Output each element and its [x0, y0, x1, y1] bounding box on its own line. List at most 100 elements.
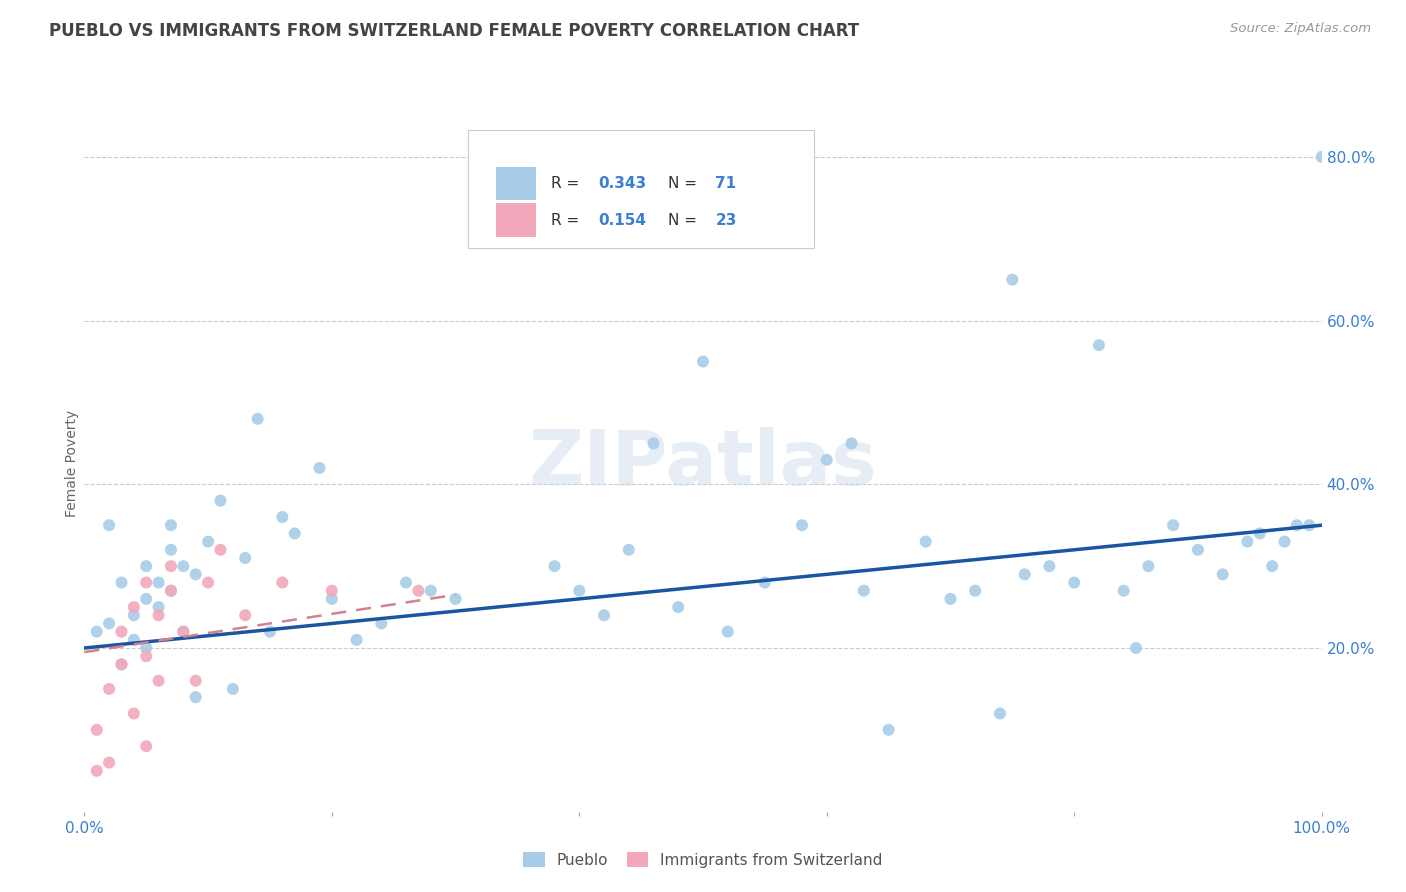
Point [184, 567, 207, 582]
Point [666, 600, 689, 615]
Point [184, 673, 207, 688]
Point [1298, 518, 1320, 533]
Point [148, 600, 170, 615]
Point [395, 575, 418, 590]
Point [271, 575, 294, 590]
Point [939, 591, 962, 606]
Point [98, 756, 121, 770]
Text: 71: 71 [716, 176, 737, 191]
Text: ZIPatlas: ZIPatlas [529, 427, 877, 500]
Text: R =: R = [551, 212, 583, 227]
Point [122, 632, 145, 647]
Point [815, 452, 838, 467]
Point [160, 542, 183, 557]
Point [160, 518, 183, 533]
Point [148, 608, 170, 623]
Point [209, 493, 232, 508]
Point [86, 624, 108, 639]
Point [209, 542, 232, 557]
Point [1014, 567, 1036, 582]
Point [110, 575, 132, 590]
Point [172, 624, 194, 639]
Point [1161, 518, 1184, 533]
Text: 23: 23 [716, 212, 737, 227]
Point [98, 616, 121, 631]
Point [852, 583, 875, 598]
Point [110, 657, 132, 672]
Text: 0.154: 0.154 [598, 212, 645, 227]
Point [148, 673, 170, 688]
Point [122, 608, 145, 623]
Point [754, 575, 776, 590]
Point [692, 354, 714, 368]
Point [568, 583, 591, 598]
Point [1063, 575, 1085, 590]
Point [86, 723, 108, 737]
Point [1285, 518, 1308, 533]
Point [1261, 559, 1284, 574]
Text: R =: R = [551, 176, 583, 191]
Point [877, 723, 900, 737]
Point [271, 510, 294, 524]
Point [1038, 559, 1060, 574]
Point [284, 526, 307, 541]
Point [86, 764, 108, 778]
FancyBboxPatch shape [496, 167, 536, 200]
Point [172, 559, 194, 574]
Point [1236, 534, 1258, 549]
Point [122, 706, 145, 721]
Point [593, 608, 616, 623]
FancyBboxPatch shape [468, 130, 814, 248]
Point [444, 591, 467, 606]
Point [370, 616, 392, 631]
Text: N =: N = [668, 176, 702, 191]
Point [346, 632, 368, 647]
Point [110, 657, 132, 672]
Point [135, 559, 157, 574]
Point [408, 583, 430, 598]
Point [643, 436, 665, 450]
Point [617, 542, 640, 557]
Point [233, 551, 256, 566]
Point [160, 583, 183, 598]
Point [419, 583, 441, 598]
Point [148, 575, 170, 590]
Point [135, 575, 157, 590]
Point [1137, 559, 1160, 574]
Point [197, 575, 219, 590]
Point [135, 649, 157, 664]
Point [321, 583, 343, 598]
Point [184, 690, 207, 705]
Point [321, 591, 343, 606]
Point [135, 640, 157, 655]
Point [481, 199, 503, 213]
Point [160, 559, 183, 574]
Point [122, 600, 145, 615]
Legend: Pueblo, Immigrants from Switzerland: Pueblo, Immigrants from Switzerland [517, 846, 889, 873]
Point [988, 706, 1011, 721]
Point [1249, 526, 1271, 541]
Text: PUEBLO VS IMMIGRANTS FROM SWITZERLAND FEMALE POVERTY CORRELATION CHART: PUEBLO VS IMMIGRANTS FROM SWITZERLAND FE… [49, 22, 859, 40]
Point [1125, 640, 1147, 655]
Point [135, 739, 157, 754]
Point [841, 436, 863, 450]
Point [1212, 567, 1234, 582]
Y-axis label: Female Poverty: Female Poverty [65, 410, 79, 517]
Point [259, 624, 281, 639]
Point [233, 608, 256, 623]
Point [197, 534, 219, 549]
Text: N =: N = [668, 212, 702, 227]
Point [110, 624, 132, 639]
Point [308, 461, 330, 475]
Point [965, 583, 987, 598]
Point [914, 534, 936, 549]
Point [135, 591, 157, 606]
Point [717, 624, 740, 639]
Point [1274, 534, 1296, 549]
Point [98, 518, 121, 533]
Text: Source: ZipAtlas.com: Source: ZipAtlas.com [1230, 22, 1371, 36]
Text: 0.343: 0.343 [598, 176, 645, 191]
Point [1088, 338, 1111, 352]
Point [790, 518, 813, 533]
Point [1187, 542, 1209, 557]
